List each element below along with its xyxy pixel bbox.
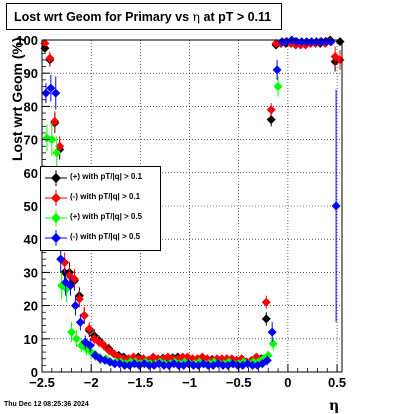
- y-axis-label: Lost wrt Geom (%): [9, 37, 25, 161]
- data-point: [159, 360, 169, 370]
- data-point: [57, 281, 67, 291]
- data-point: [326, 37, 336, 47]
- y-tick-label: 30: [24, 265, 38, 280]
- data-point: [218, 360, 228, 370]
- data-point: [261, 314, 271, 324]
- data-point: [266, 115, 276, 125]
- data-point: [297, 37, 307, 47]
- data-point: [84, 324, 94, 334]
- y-tick-label: 60: [24, 166, 38, 181]
- data-point: [52, 148, 62, 158]
- chart-title-prefix: Lost wrt Geom for Primary vs: [14, 10, 193, 24]
- x-tick-label: 0.5: [328, 375, 346, 390]
- data-point: [272, 65, 282, 75]
- data-point: [267, 327, 277, 337]
- legend-label: (-) with pT/|q| > 0.1: [70, 192, 141, 201]
- data-point: [56, 254, 66, 264]
- data-point: [71, 334, 81, 344]
- legend-marker-red: [45, 190, 67, 206]
- data-point: [262, 355, 272, 365]
- chart-title: Lost wrt Geom for Primary vs η at pT > 0…: [6, 3, 282, 30]
- data-point: [268, 339, 278, 349]
- legend-entry-minus-01: (-) with pT/|q| > 0.1: [41, 188, 160, 208]
- legend-marker-blue: [45, 230, 67, 246]
- legend-label: (-) with pT/|q| > 0.5: [70, 232, 141, 241]
- y-tick-label: 100: [16, 33, 38, 48]
- axis-layer: −2.5 −2 −1.5 −1 −0.5 0 0.5 0 10 20 30 40 50 60 70 80 90 1…: [16, 33, 346, 390]
- data-point: [273, 81, 283, 91]
- data-point: [203, 360, 213, 370]
- x-axis-label: η: [329, 398, 340, 414]
- data-point: [51, 88, 61, 98]
- data-point: [335, 37, 345, 47]
- data-point: [261, 297, 271, 307]
- data-point: [70, 301, 80, 311]
- data-point: [120, 360, 130, 370]
- data-point: [247, 360, 257, 370]
- data-point: [233, 360, 243, 370]
- chart-title-eta: η: [192, 9, 201, 24]
- x-tick-label: 0: [284, 375, 291, 390]
- data-point: [266, 105, 276, 115]
- y-tick-label: 40: [24, 232, 38, 247]
- grid-layer: [41, 39, 342, 373]
- data-point: [66, 281, 76, 291]
- legend-entry-plus-01: (+) with pT/|q| > 0.1: [41, 168, 160, 188]
- legend: (+) with pT/|q| > 0.1 (-) with pT/|q| > …: [40, 166, 161, 251]
- data-point: [292, 37, 302, 47]
- x-tick-label: −2.5: [29, 375, 55, 390]
- data-point: [40, 38, 50, 48]
- data-point: [85, 340, 95, 350]
- legend-marker-green: [45, 210, 67, 226]
- data-point: [69, 274, 79, 284]
- data-point: [45, 53, 55, 63]
- x-tick-label: −0.5: [226, 375, 252, 390]
- legend-entry-plus-05: (+) with pT/|q| > 0.5: [41, 208, 160, 228]
- data-point: [144, 360, 154, 370]
- data-point: [311, 37, 321, 47]
- chart-title-suffix: at pT > 0.11: [200, 10, 272, 24]
- data-point: [110, 359, 120, 369]
- data-point: [321, 37, 331, 47]
- y-tick-label: 80: [24, 99, 38, 114]
- data-point: [99, 340, 109, 350]
- data-point: [302, 37, 312, 47]
- data-point: [79, 311, 89, 321]
- y-tick-label: 70: [24, 133, 38, 148]
- legend-entry-minus-05: (-) with pT/|q| > 0.5: [41, 228, 160, 248]
- x-tick-label: −1: [182, 375, 197, 390]
- x-tick-label: −2: [84, 375, 99, 390]
- data-point: [307, 37, 317, 47]
- timestamp: Thu Dec 12 08:25:36 2024: [4, 401, 89, 408]
- data-point: [55, 141, 65, 151]
- data-point: [316, 37, 326, 47]
- y-tick-label: 0: [31, 365, 38, 380]
- x-tick-label: −1.5: [128, 375, 154, 390]
- data-point: [47, 135, 57, 145]
- y-tick-label: 10: [24, 332, 38, 347]
- y-tick-label: 90: [24, 66, 38, 81]
- data-point: [67, 327, 77, 337]
- data-point: [46, 83, 56, 93]
- legend-label: (+) with pT/|q| > 0.1: [70, 172, 143, 181]
- legend-label: (+) with pT/|q| > 0.5: [70, 212, 143, 221]
- data-point: [331, 201, 341, 211]
- data-point: [75, 317, 85, 327]
- data-point: [74, 294, 84, 304]
- series-layer: [40, 35, 345, 370]
- data-point: [174, 360, 184, 370]
- data-point: [188, 360, 198, 370]
- data-point: [277, 37, 287, 47]
- data-point: [40, 43, 50, 53]
- legend-marker-black: [45, 170, 67, 186]
- y-tick-label: 20: [24, 299, 38, 314]
- y-tick-label: 50: [24, 199, 38, 214]
- data-point: [50, 116, 60, 126]
